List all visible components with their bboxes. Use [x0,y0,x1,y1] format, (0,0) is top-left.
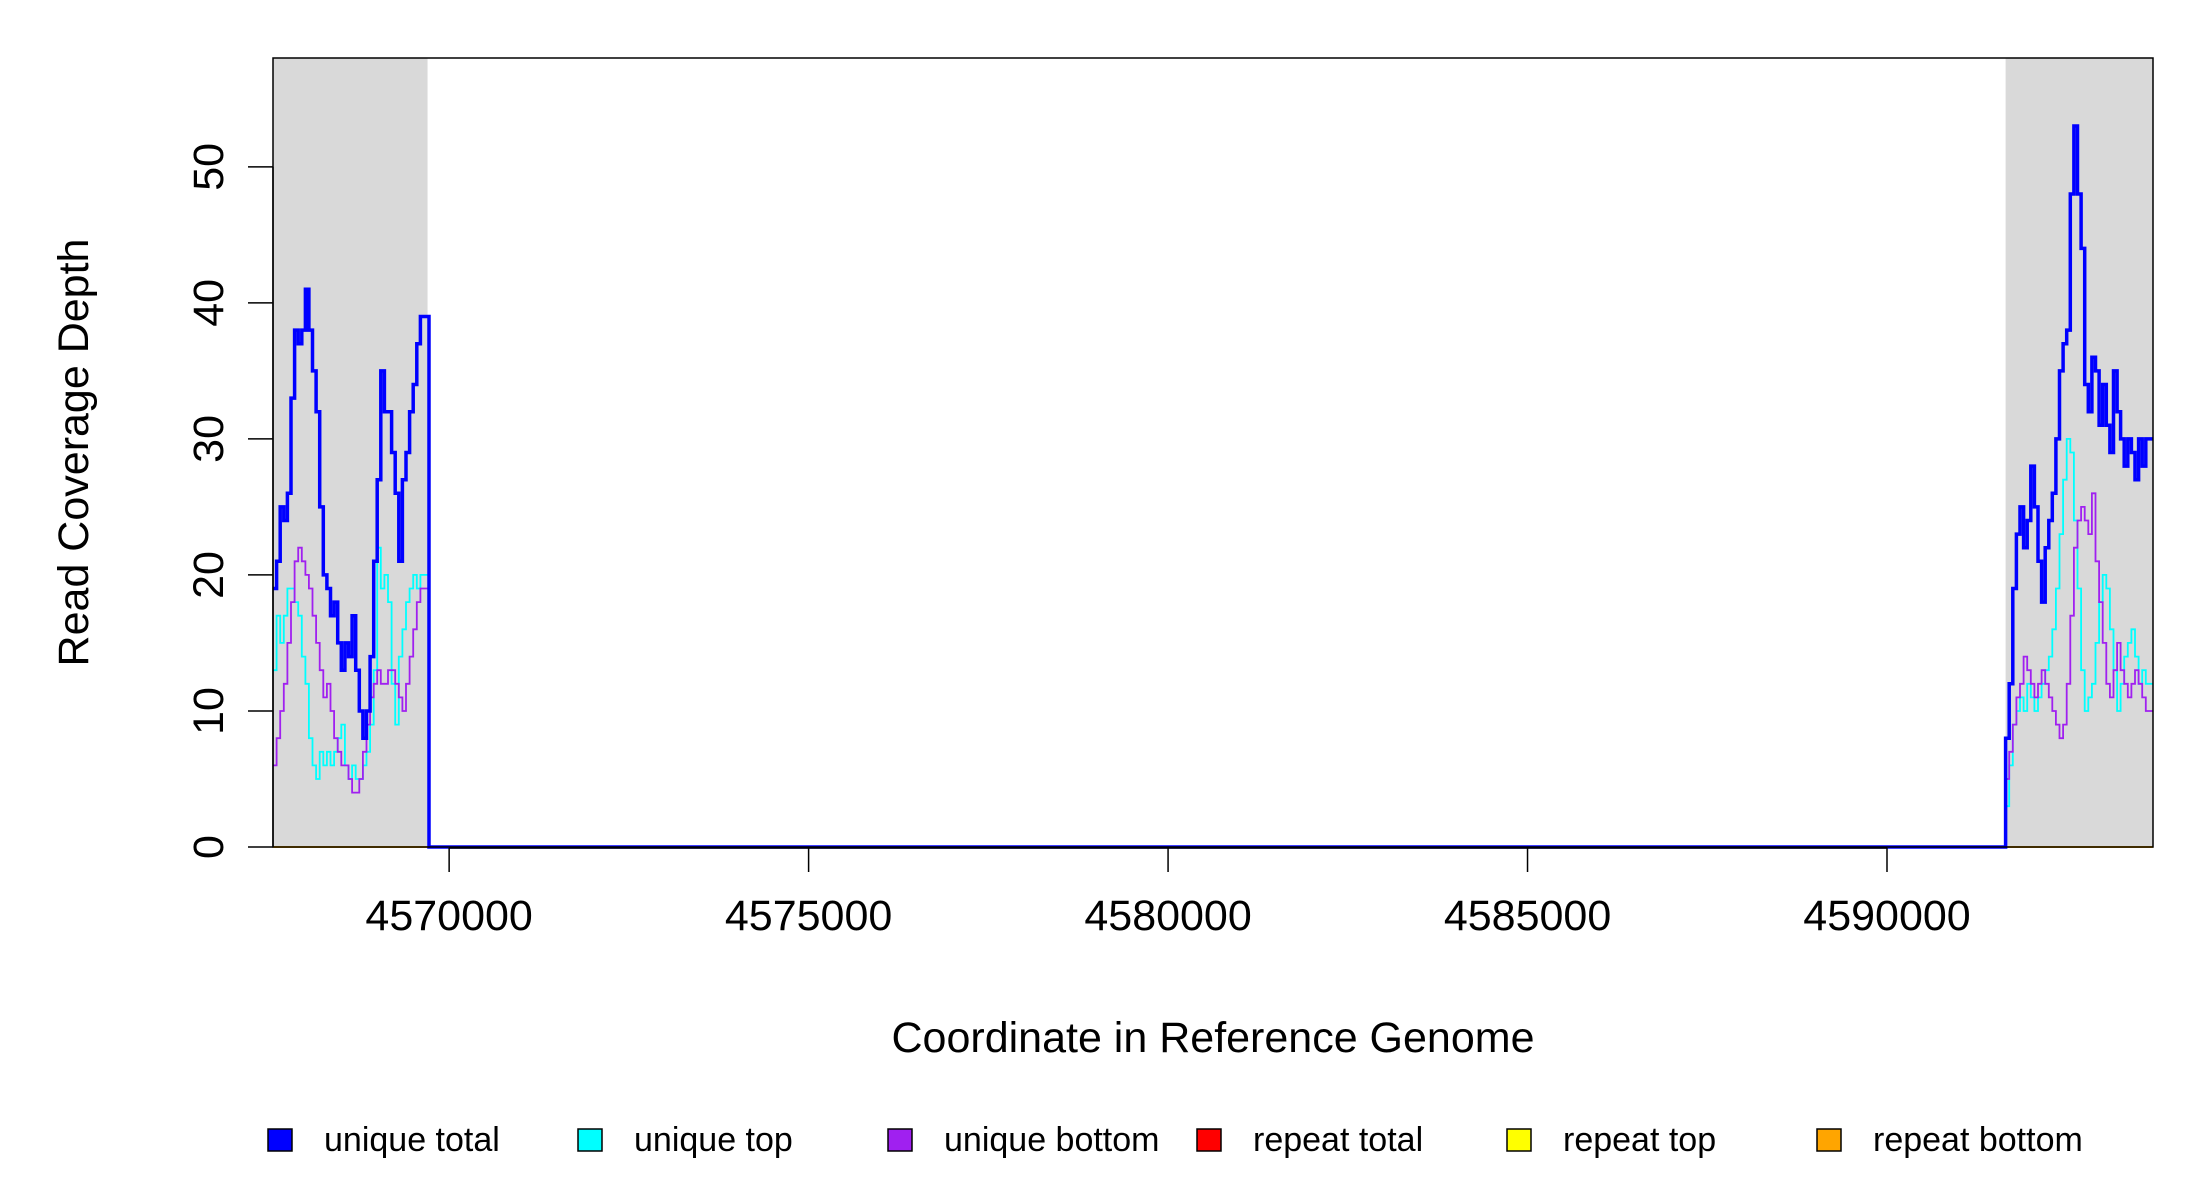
series-line-unique-bottom [273,492,2153,848]
y-tick-label: 50 [185,143,233,191]
legend-label: unique bottom [944,1121,1160,1159]
series-lines [273,124,2153,849]
legend-label: repeat total [1253,1121,1423,1159]
x-axis-label: Coordinate in Reference Genome [892,1014,1535,1062]
x-tick-label: 4570000 [365,892,532,940]
plot-frame [272,57,2154,848]
legend-swatch-repeat-top [1506,1128,1532,1152]
x-axis: 4570000 4575000 4580000 4585000 4590000 [365,847,1971,940]
y-tick-label: 40 [185,279,233,327]
legend-label: repeat top [1563,1121,1716,1159]
legend-swatch-repeat-total [1196,1128,1222,1152]
x-tick-label: 4590000 [1803,892,1970,940]
y-tick-label: 20 [185,551,233,599]
legend-label: repeat bottom [1873,1121,2083,1159]
x-tick-label: 4585000 [1444,892,1611,940]
series-line-unique-total [273,124,2153,849]
legend-swatch-repeat-bottom [1816,1128,1842,1152]
y-tick-label: 0 [185,835,233,859]
y-tick-label: 10 [185,687,233,735]
shaded-region-1 [273,58,428,847]
y-tick-label: 30 [185,415,233,463]
legend-swatch-unique-bottom [887,1128,913,1152]
x-tick-label: 4575000 [725,892,892,940]
series-line-unique-top [273,438,2153,848]
legend: unique total unique top unique bottom repea… [267,1121,2083,1159]
x-tick-label: 4580000 [1084,892,1251,940]
y-axis-label: Read Coverage Depth [50,239,98,667]
legend-swatch-unique-top [577,1128,603,1152]
y-axis: 0 10 20 30 40 50 [185,143,274,859]
legend-label: unique total [324,1121,500,1159]
shaded-regions [273,58,2153,847]
legend-swatch-unique-total [267,1128,293,1152]
legend-label: unique top [634,1121,793,1159]
